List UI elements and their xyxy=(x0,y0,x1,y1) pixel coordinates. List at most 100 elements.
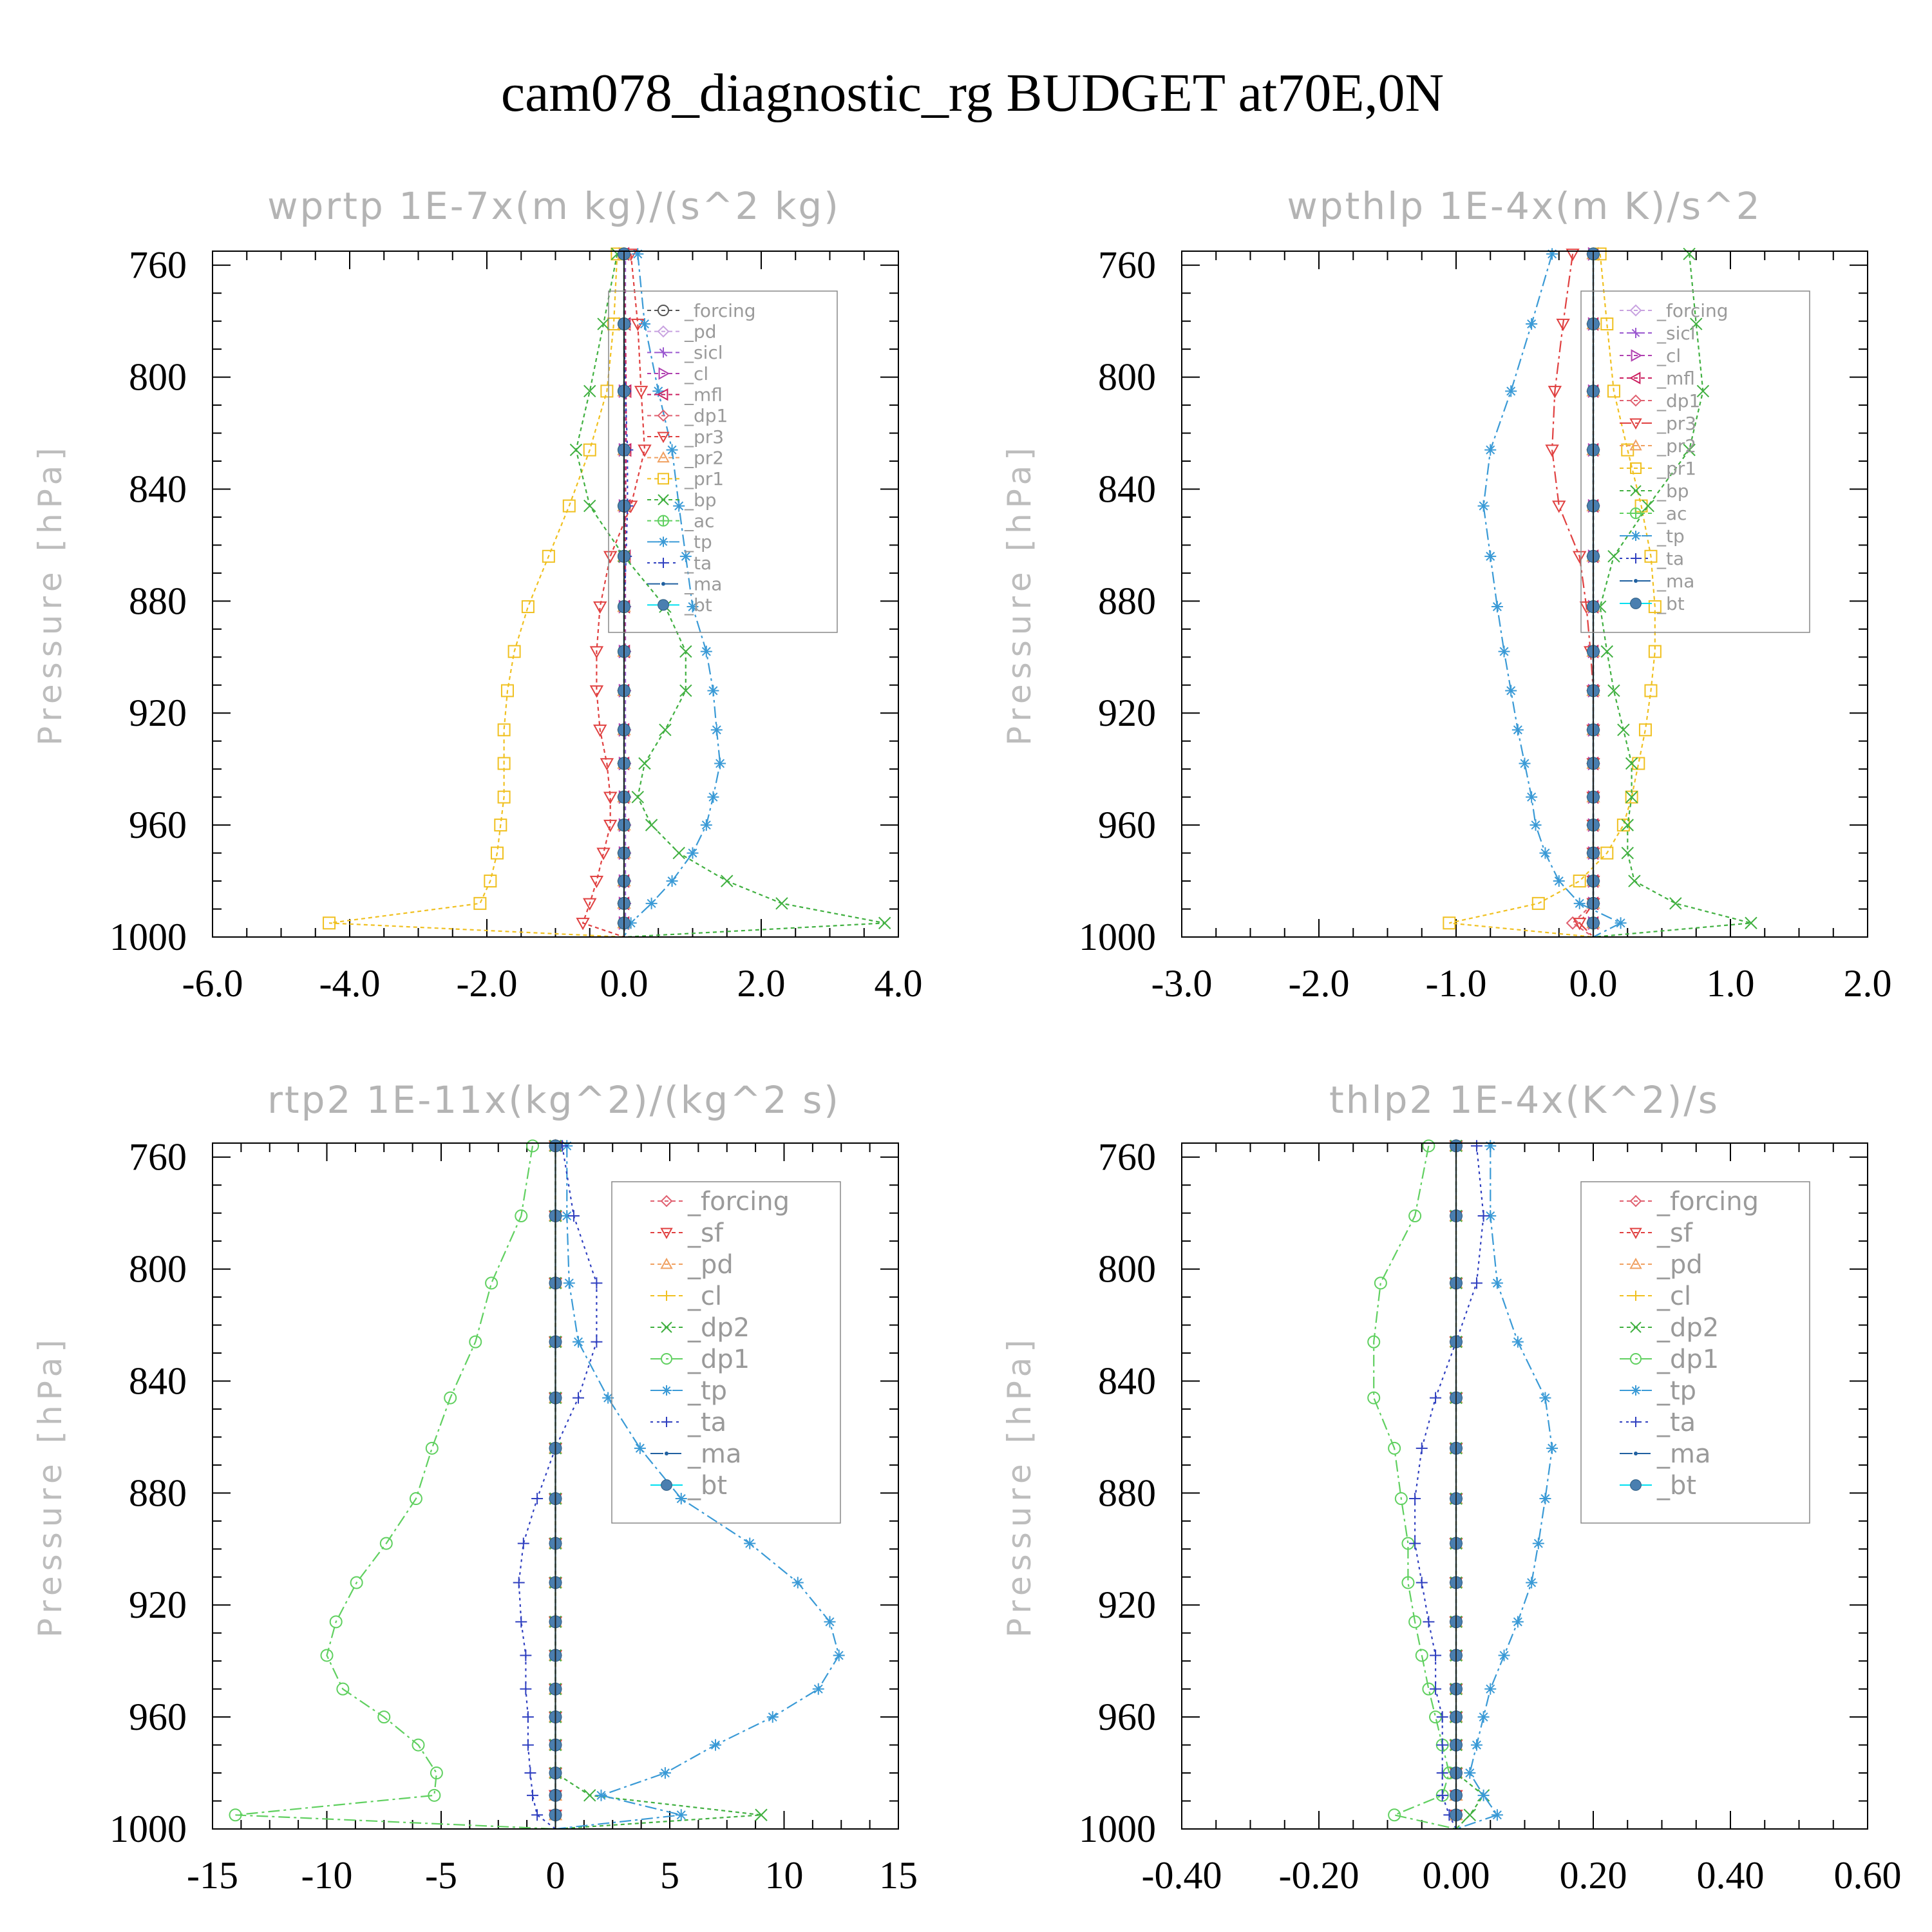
panel2-series-bp-point-stroke xyxy=(1696,384,1710,398)
panel1-series-pr3-point xyxy=(576,918,590,931)
panel1-series-tp-point xyxy=(679,550,692,562)
panel3-legend-entry-tp-label: _tp xyxy=(687,1376,727,1406)
panel3-series-ta-point xyxy=(517,1537,529,1549)
panel3-title: rtp2 1E-11x(kg^2)/(kg^2 s) xyxy=(267,1078,840,1122)
panel4-series-tp-point-stroke xyxy=(1486,1684,1495,1694)
panel1-series-pr1-point-shape xyxy=(542,549,555,563)
panel4-legend-entry-sf: _sf xyxy=(1620,1218,1693,1248)
panel2-series-bp-point-stroke xyxy=(1625,757,1638,770)
panel4-ytick-label: 760 xyxy=(1098,1136,1156,1179)
panel2-legend-entry-forcing: _forcing xyxy=(1620,300,1728,321)
panel1-series-pr3-point xyxy=(634,386,649,399)
panel2-series-bp-markers xyxy=(1593,247,1757,929)
panel1-series-pr1-point xyxy=(542,549,555,563)
panel3-ylabel: Pressure [hPa] xyxy=(32,1334,69,1638)
panels: wprtp 1E-7x(m kg)/(s^2 kg) Pressure [hPa]… xyxy=(32,184,1902,1897)
panel4-series-dp1-point xyxy=(1367,1335,1381,1349)
panel3-series-tp-point xyxy=(812,1683,824,1695)
panel1-series-tp-point xyxy=(687,601,699,613)
panel1-legend-entry-forcing-marker xyxy=(658,305,669,316)
panel1-legend-box xyxy=(608,290,838,633)
panel3-legend-entry-ma: _ma xyxy=(650,1439,741,1469)
panel1-legend-entry-bt-marker-shape xyxy=(658,599,669,611)
panel3-series-dp1-point xyxy=(430,1766,443,1780)
panel4-series-ta-point xyxy=(1416,1442,1428,1454)
panel2-series-tp-point xyxy=(1498,645,1510,658)
panel2-series-tp-point-stroke xyxy=(1506,686,1516,696)
panel1-series-pr3-line xyxy=(582,254,646,938)
panel1-series-tp-point-stroke xyxy=(688,848,697,858)
panel2-series-bp-point-stroke xyxy=(1617,723,1630,737)
panel2-series-bp-point-stroke xyxy=(1607,684,1620,697)
panel3-series-tp-point-stroke xyxy=(635,1443,645,1453)
panel2-legend-entry-forcing-label: _forcing xyxy=(1656,300,1728,321)
panel2-series-tp-point xyxy=(1530,819,1542,831)
panel2-legend-entry-pr2-label: _pr2 xyxy=(1656,435,1696,457)
panel3-series-group xyxy=(229,1139,845,1830)
panel1-series-pr1-point xyxy=(494,819,507,832)
panel2-series-bp-point xyxy=(1621,846,1634,860)
panel2-series-pr3-point-shape xyxy=(1552,500,1566,513)
panel3-ytick-label: 920 xyxy=(129,1584,187,1626)
panel4-legend-entry-forcing-marker xyxy=(1629,1195,1642,1208)
panel1-series-bp-point-stroke xyxy=(583,384,596,398)
panel4-series-dp1-point-shape xyxy=(1367,1335,1381,1349)
panel2-series-bp-line xyxy=(1593,254,1752,938)
figure-title: cam078_diagnostic_rg BUDGET at70E,0N xyxy=(501,63,1444,123)
panel2-series-bp-point xyxy=(1607,550,1620,563)
panel4-legend-entry-tp: _tp xyxy=(1620,1376,1696,1406)
panel1-series-pr3-point-shape xyxy=(596,848,611,860)
panel2-legend-entry-sicl-marker-stroke xyxy=(1631,328,1640,337)
panel1-series-pr1-point-shape xyxy=(500,684,514,697)
panel3-series-dp1-point-shape xyxy=(329,1615,343,1629)
panel1-series-pr1-point-shape xyxy=(521,600,535,614)
panel4-series-tp-point xyxy=(1526,1577,1538,1589)
panel3-series-dp1-point xyxy=(469,1335,482,1349)
panel1-legend-entry-pr1: _pr1 xyxy=(647,468,724,489)
panel1-ytick-label: 960 xyxy=(129,804,187,846)
panel3-series-tp-point-stroke xyxy=(676,1494,686,1504)
panel4-series-dp1-point xyxy=(1408,1615,1422,1629)
panel3-series-dp1-point-shape xyxy=(379,1537,393,1550)
panel3-series-tp-point xyxy=(602,1392,614,1404)
panel4-series-tp-point xyxy=(1539,1392,1551,1404)
panel3-series-tp-point xyxy=(744,1537,756,1549)
panel4-legend-entry-dp1: _dp1 xyxy=(1620,1345,1719,1374)
panel1-series-pr1-point-shape xyxy=(562,499,576,513)
panel1-legend-entry-tp-marker xyxy=(658,536,668,547)
panel4-xtick-label: 0.40 xyxy=(1697,1854,1765,1897)
panel2-series-bp-point xyxy=(1696,384,1710,398)
panel3-legend-entry-cl: _cl xyxy=(650,1282,722,1311)
panel4-series-dp1-point xyxy=(1388,1441,1401,1455)
panel4-legend-entry-forcing-marker-shape xyxy=(1629,1195,1642,1208)
panel3-series-dp1-point xyxy=(377,1710,391,1724)
panel4-series-tp-point-stroke xyxy=(1548,1443,1557,1453)
panel2-series-pr1-point-shape xyxy=(1644,549,1658,563)
panel2-ytick-label: 800 xyxy=(1098,356,1156,399)
panel2-series-pr1-point xyxy=(1443,916,1456,930)
panel4-legend-entry-forcing: _forcing xyxy=(1620,1187,1759,1217)
panel1-series-pr1-point xyxy=(507,645,521,658)
panel1-series-pr1-point-shape xyxy=(323,916,336,930)
panel2-legend-entry-bt: _bt xyxy=(1620,593,1685,614)
panel4-series-ta-point xyxy=(1430,1649,1442,1662)
panel1-title: wprtp 1E-7x(m kg)/(s^2 kg) xyxy=(267,184,840,228)
panel1-series-pr1-point-shape xyxy=(583,443,596,457)
panel3-series-tp-point xyxy=(710,1739,721,1751)
panel3-legend-entry-ta-label: _ta xyxy=(687,1408,726,1437)
panel1-series-bp-point xyxy=(679,684,692,697)
panel1-series-pr3-point xyxy=(603,551,618,564)
panel2-series-bp-point-stroke xyxy=(1607,550,1620,563)
panel2-series-pr3-point xyxy=(1573,551,1587,564)
panel2-series-tp-point xyxy=(1526,318,1538,330)
panel3-series-tp-point-stroke xyxy=(596,1790,606,1800)
panel2-legend-entry-bt-marker xyxy=(1630,598,1642,609)
panel1-series-bp-point xyxy=(775,897,788,910)
panel3-legend-entry-bt-marker-shape xyxy=(661,1479,672,1491)
panel2-xtick-label: 0.0 xyxy=(1569,962,1618,1005)
panel2-series-tp-point xyxy=(1546,248,1558,260)
panel3-legend-entry-bt: _bt xyxy=(650,1471,727,1501)
panel4-ytick-label: 840 xyxy=(1098,1359,1156,1402)
panel2-series-pr1-point-shape xyxy=(1600,317,1614,331)
panel3-series-dp1-point xyxy=(329,1615,343,1629)
